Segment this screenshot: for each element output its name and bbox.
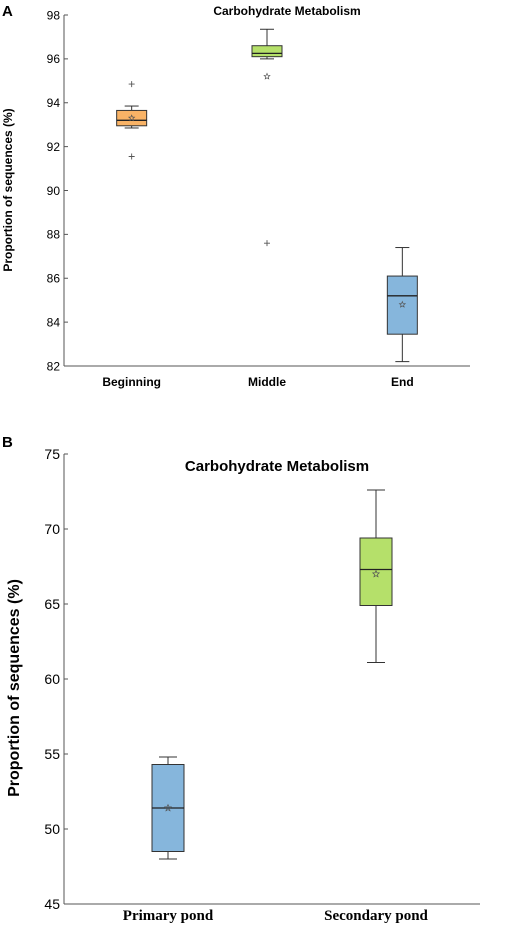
- panel-a-category-label: End: [391, 375, 414, 389]
- mean-marker: [263, 72, 271, 80]
- panel-b-y-tick-label: 60: [44, 671, 60, 687]
- box-iqr: [386, 275, 418, 335]
- panel-b-boxes: [151, 489, 393, 860]
- panel-b-category-label: Secondary pond: [324, 908, 428, 924]
- panel-b-box-secondary-pond: [359, 489, 393, 663]
- panel-a-box-end: [386, 247, 418, 363]
- panel-a-y-tick-label: 90: [47, 184, 61, 198]
- panel-b-category-label: Primary pond: [123, 908, 214, 924]
- box-iqr: [251, 45, 283, 58]
- mean-marker: [163, 803, 173, 812]
- mean-marker: [127, 114, 136, 122]
- panel-b-y-tick-label: 65: [44, 596, 60, 612]
- panel-b-y-tick-label: 55: [44, 746, 60, 762]
- panel-b-y-axis-label: Proportion of sequences (%): [6, 579, 23, 797]
- panel-b-y-tick-label: 45: [44, 896, 60, 912]
- panel-a-box-beginning: [116, 81, 148, 160]
- panel-a-category-label: Middle: [248, 375, 286, 389]
- panel-a-y-tick-label: 94: [47, 96, 61, 110]
- panel-a-y-tick-label: 98: [47, 8, 61, 22]
- panel-a-boxes: [116, 28, 418, 363]
- panel-b-box-primary-pond: [151, 756, 185, 860]
- panel-b: B Carbohydrate Metabolism Proportion of …: [2, 434, 480, 924]
- panel-a-y-tick-label: 88: [47, 228, 61, 242]
- panel-a-category-label: Beginning: [102, 375, 161, 389]
- panel-b-y-tick-label: 75: [44, 446, 60, 462]
- outlier-marker: [264, 240, 270, 247]
- mean-marker: [371, 569, 381, 578]
- panel-b-y-tick-label: 50: [44, 821, 60, 837]
- box-iqr: [359, 537, 393, 606]
- outlier-marker: [128, 153, 135, 160]
- panel-a-box-middle: [251, 28, 283, 247]
- panel-a-title: Carbohydrate Metabolism: [213, 4, 360, 18]
- panel-a-letter: A: [2, 3, 13, 20]
- panel-a-y-tick-label: 92: [47, 140, 61, 154]
- panel-b-title: Carbohydrate Metabolism: [185, 458, 369, 475]
- mean-marker: [398, 300, 407, 308]
- panel-a-y-tick-label: 86: [47, 272, 61, 286]
- panel-b-y-tick-label: 70: [44, 521, 60, 537]
- panel-a-y-tick-label: 84: [47, 315, 61, 329]
- panel-b-letter: B: [2, 434, 13, 451]
- panel-a-y-tick-label: 82: [47, 359, 61, 373]
- panel-a: A Carbohydrate Metabolism Proportion of …: [1, 3, 470, 389]
- panel-a-axes: 82 84 86 88 90 92 94 96 98 Beginning Middle End: [47, 8, 470, 389]
- outlier-marker: [128, 81, 135, 88]
- panel-a-y-axis-label: Proportion of sequences (%): [1, 108, 15, 271]
- panel-b-axes: 45 50 55 60 65 70 75 Primary pond Secondary pond: [44, 446, 480, 924]
- panel-a-y-tick-label: 96: [47, 52, 61, 66]
- box-iqr: [116, 109, 148, 127]
